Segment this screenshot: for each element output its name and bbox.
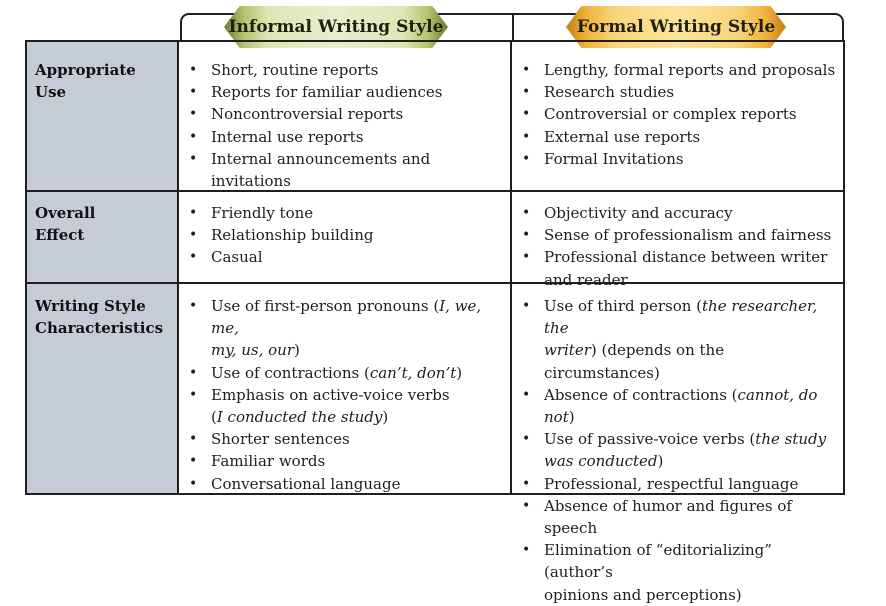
informal-cell: Use of first-person pronouns (I, we, me,… (179, 284, 512, 495)
formal-cell: Lengthy, formal reports and proposals Re… (512, 42, 843, 192)
formal-column-title: Formal Writing Style (576, 17, 776, 37)
list-item: Relationship building (189, 224, 504, 246)
row-label: Appropriate Use (27, 42, 179, 192)
list-item: Absence of contractions (cannot, do not) (522, 384, 839, 428)
formal-list: Lengthy, formal reports and proposals Re… (522, 59, 839, 170)
list-item: Use of contractions (can’t, don’t) (189, 362, 504, 384)
informal-cell: Short, routine reports Reports for famil… (179, 42, 512, 192)
list-item: Casual (189, 246, 504, 268)
list-item: Shorter sentences (189, 428, 504, 450)
list-item: Familiar words (189, 450, 504, 472)
list-item: Use of first-person pronouns (I, we, me,… (189, 295, 504, 362)
informal-cell: Friendly tone Relationship building Casu… (179, 192, 512, 284)
list-item: Objectivity and accuracy (522, 202, 839, 224)
row-label: Overall Effect (27, 192, 179, 284)
row-label-line: Use (35, 83, 67, 101)
list-item: Sense of professionalism and fairness (522, 224, 839, 246)
header-divider (512, 13, 514, 40)
row-overall-effect: Overall Effect Friendly tone Relationshi… (27, 192, 843, 289)
list-item: Reports for familiar audiences (189, 81, 504, 103)
formal-list: Objectivity and accuracy Sense of profes… (522, 202, 839, 291)
row-label-line: Characteristics (35, 319, 164, 337)
row-label-line: Writing Style (35, 297, 146, 315)
row-label-line: Overall (35, 204, 96, 222)
informal-list: Friendly tone Relationship building Casu… (189, 202, 504, 269)
formal-cell: Objectivity and accuracy Sense of profes… (512, 192, 843, 289)
list-item: Research studies (522, 81, 839, 103)
informal-list: Short, routine reports Reports for famil… (189, 59, 504, 192)
formal-list: Use of third person (the researcher, the… (522, 295, 839, 606)
row-label: Writing Style Characteristics (27, 284, 179, 493)
list-item: Formal Invitations (522, 148, 839, 170)
comparison-table: Appropriate Use Short, routine reports R… (25, 40, 845, 604)
row-divider (27, 282, 843, 284)
list-item: Emphasis on active-voice verbs(I conduct… (189, 384, 504, 428)
informal-column-title: Informal Writing Style (228, 17, 444, 37)
list-item: Short, routine reports (189, 59, 504, 81)
list-item: Controversial or complex reports (522, 103, 839, 125)
list-item: Internal use reports (189, 126, 504, 148)
row-label-line: Appropriate (35, 61, 136, 79)
list-item: Professional distance between writerand … (522, 246, 839, 290)
list-item: External use reports (522, 126, 839, 148)
formal-cell: Use of third person (the researcher, the… (512, 284, 843, 604)
list-item: Noncontroversial reports (189, 103, 504, 125)
row-writing-style-characteristics: Writing Style Characteristics Use of fir… (27, 284, 843, 604)
informal-list: Use of first-person pronouns (I, we, me,… (189, 295, 504, 495)
list-item: Friendly tone (189, 202, 504, 224)
list-item: Lengthy, formal reports and proposals (522, 59, 839, 81)
row-appropriate-use: Appropriate Use Short, routine reports R… (27, 42, 843, 192)
list-item: Conversational language (189, 473, 504, 495)
list-item: Use of passive-voice verbs (the studywas… (522, 428, 839, 472)
row-divider (27, 190, 843, 192)
list-item: Use of third person (the researcher, the… (522, 295, 839, 384)
list-item: Professional, respectful language (522, 473, 839, 495)
list-item: Elimination of “editorializing” (author’… (522, 539, 839, 606)
row-label-line: Effect (35, 226, 85, 244)
list-item: Absence of humor and figures of speech (522, 495, 839, 539)
